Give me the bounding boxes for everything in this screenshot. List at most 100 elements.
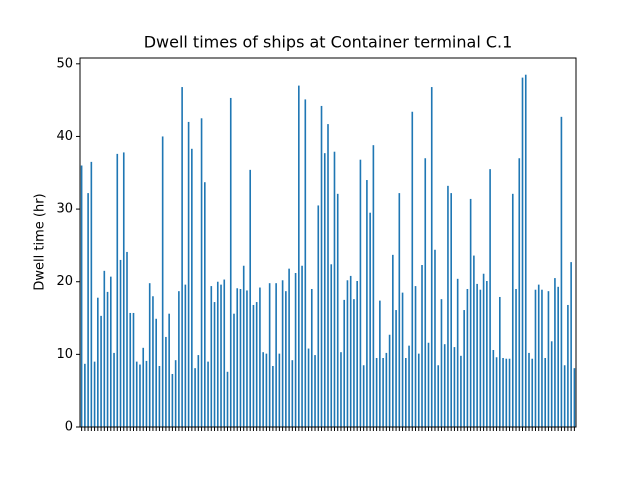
bar (528, 352, 530, 427)
bar (469, 198, 472, 427)
bar (385, 352, 388, 427)
bar (281, 280, 284, 427)
bar (544, 357, 547, 427)
bar (233, 313, 235, 427)
bar (518, 158, 521, 427)
bar (320, 105, 323, 427)
y-tick-label: 40 (56, 129, 73, 144)
bar (291, 360, 294, 427)
bar (207, 361, 209, 427)
bar (563, 365, 566, 427)
bar (165, 336, 167, 427)
bar (84, 363, 86, 427)
bar (93, 361, 96, 427)
bar (424, 158, 427, 427)
bar (252, 304, 255, 427)
bar (285, 291, 287, 427)
bar (463, 310, 465, 427)
bar (155, 318, 157, 427)
bar (372, 145, 375, 428)
bar (521, 77, 524, 427)
bar (560, 116, 563, 428)
bar (204, 182, 206, 427)
bar (392, 254, 394, 427)
bar (304, 99, 307, 428)
bar (537, 284, 540, 427)
bar (272, 365, 274, 427)
bar (336, 193, 339, 427)
bar (161, 136, 164, 427)
bar (100, 315, 102, 427)
bar (473, 255, 475, 427)
bar (278, 353, 281, 427)
bar (327, 124, 329, 427)
bar (547, 291, 550, 427)
bar (505, 358, 508, 427)
bar (317, 205, 320, 427)
bar (126, 251, 128, 427)
bar (447, 185, 449, 427)
bar (502, 357, 504, 427)
bar (87, 193, 89, 427)
bar (132, 312, 135, 427)
bar (142, 347, 145, 427)
bar (356, 280, 358, 427)
bar (168, 313, 170, 427)
bar (103, 270, 106, 427)
bar (388, 334, 391, 427)
bar (80, 165, 83, 427)
bar (90, 161, 93, 427)
bar (466, 288, 469, 427)
bar (242, 265, 245, 427)
bar (265, 353, 268, 427)
y-tick-label: 50 (56, 56, 73, 71)
bar (187, 121, 190, 427)
bar (567, 304, 569, 427)
bar (476, 283, 478, 427)
bar (343, 299, 346, 427)
bar (456, 278, 459, 427)
bar (486, 280, 488, 427)
bar (353, 299, 355, 427)
bar (443, 344, 446, 427)
bar (511, 193, 514, 427)
bar (499, 296, 501, 427)
bar (411, 111, 414, 428)
bar (229, 97, 232, 427)
bar (366, 180, 368, 427)
bar (106, 291, 109, 427)
bar (152, 296, 154, 427)
bar (421, 265, 423, 427)
bar (541, 289, 543, 427)
bar (158, 365, 161, 427)
bar (482, 273, 485, 427)
bar (489, 169, 491, 427)
bar (216, 281, 219, 427)
bar (259, 287, 261, 427)
bar (97, 297, 99, 427)
bar (139, 364, 141, 427)
bar (369, 212, 371, 427)
bar (129, 312, 132, 427)
bar (570, 262, 572, 427)
bar (122, 152, 125, 427)
bar (109, 276, 112, 427)
bar (174, 360, 177, 427)
bar (382, 357, 384, 427)
bar (301, 265, 303, 427)
bar (246, 290, 248, 427)
bar (401, 292, 404, 427)
bar (450, 193, 452, 427)
bar (524, 74, 527, 427)
bar (197, 355, 200, 427)
bar (557, 286, 559, 427)
bar (427, 342, 430, 427)
bar (395, 310, 397, 427)
bar (191, 148, 193, 427)
bar (349, 275, 352, 427)
bar (113, 352, 115, 427)
bar (236, 288, 239, 427)
bar (268, 283, 271, 427)
